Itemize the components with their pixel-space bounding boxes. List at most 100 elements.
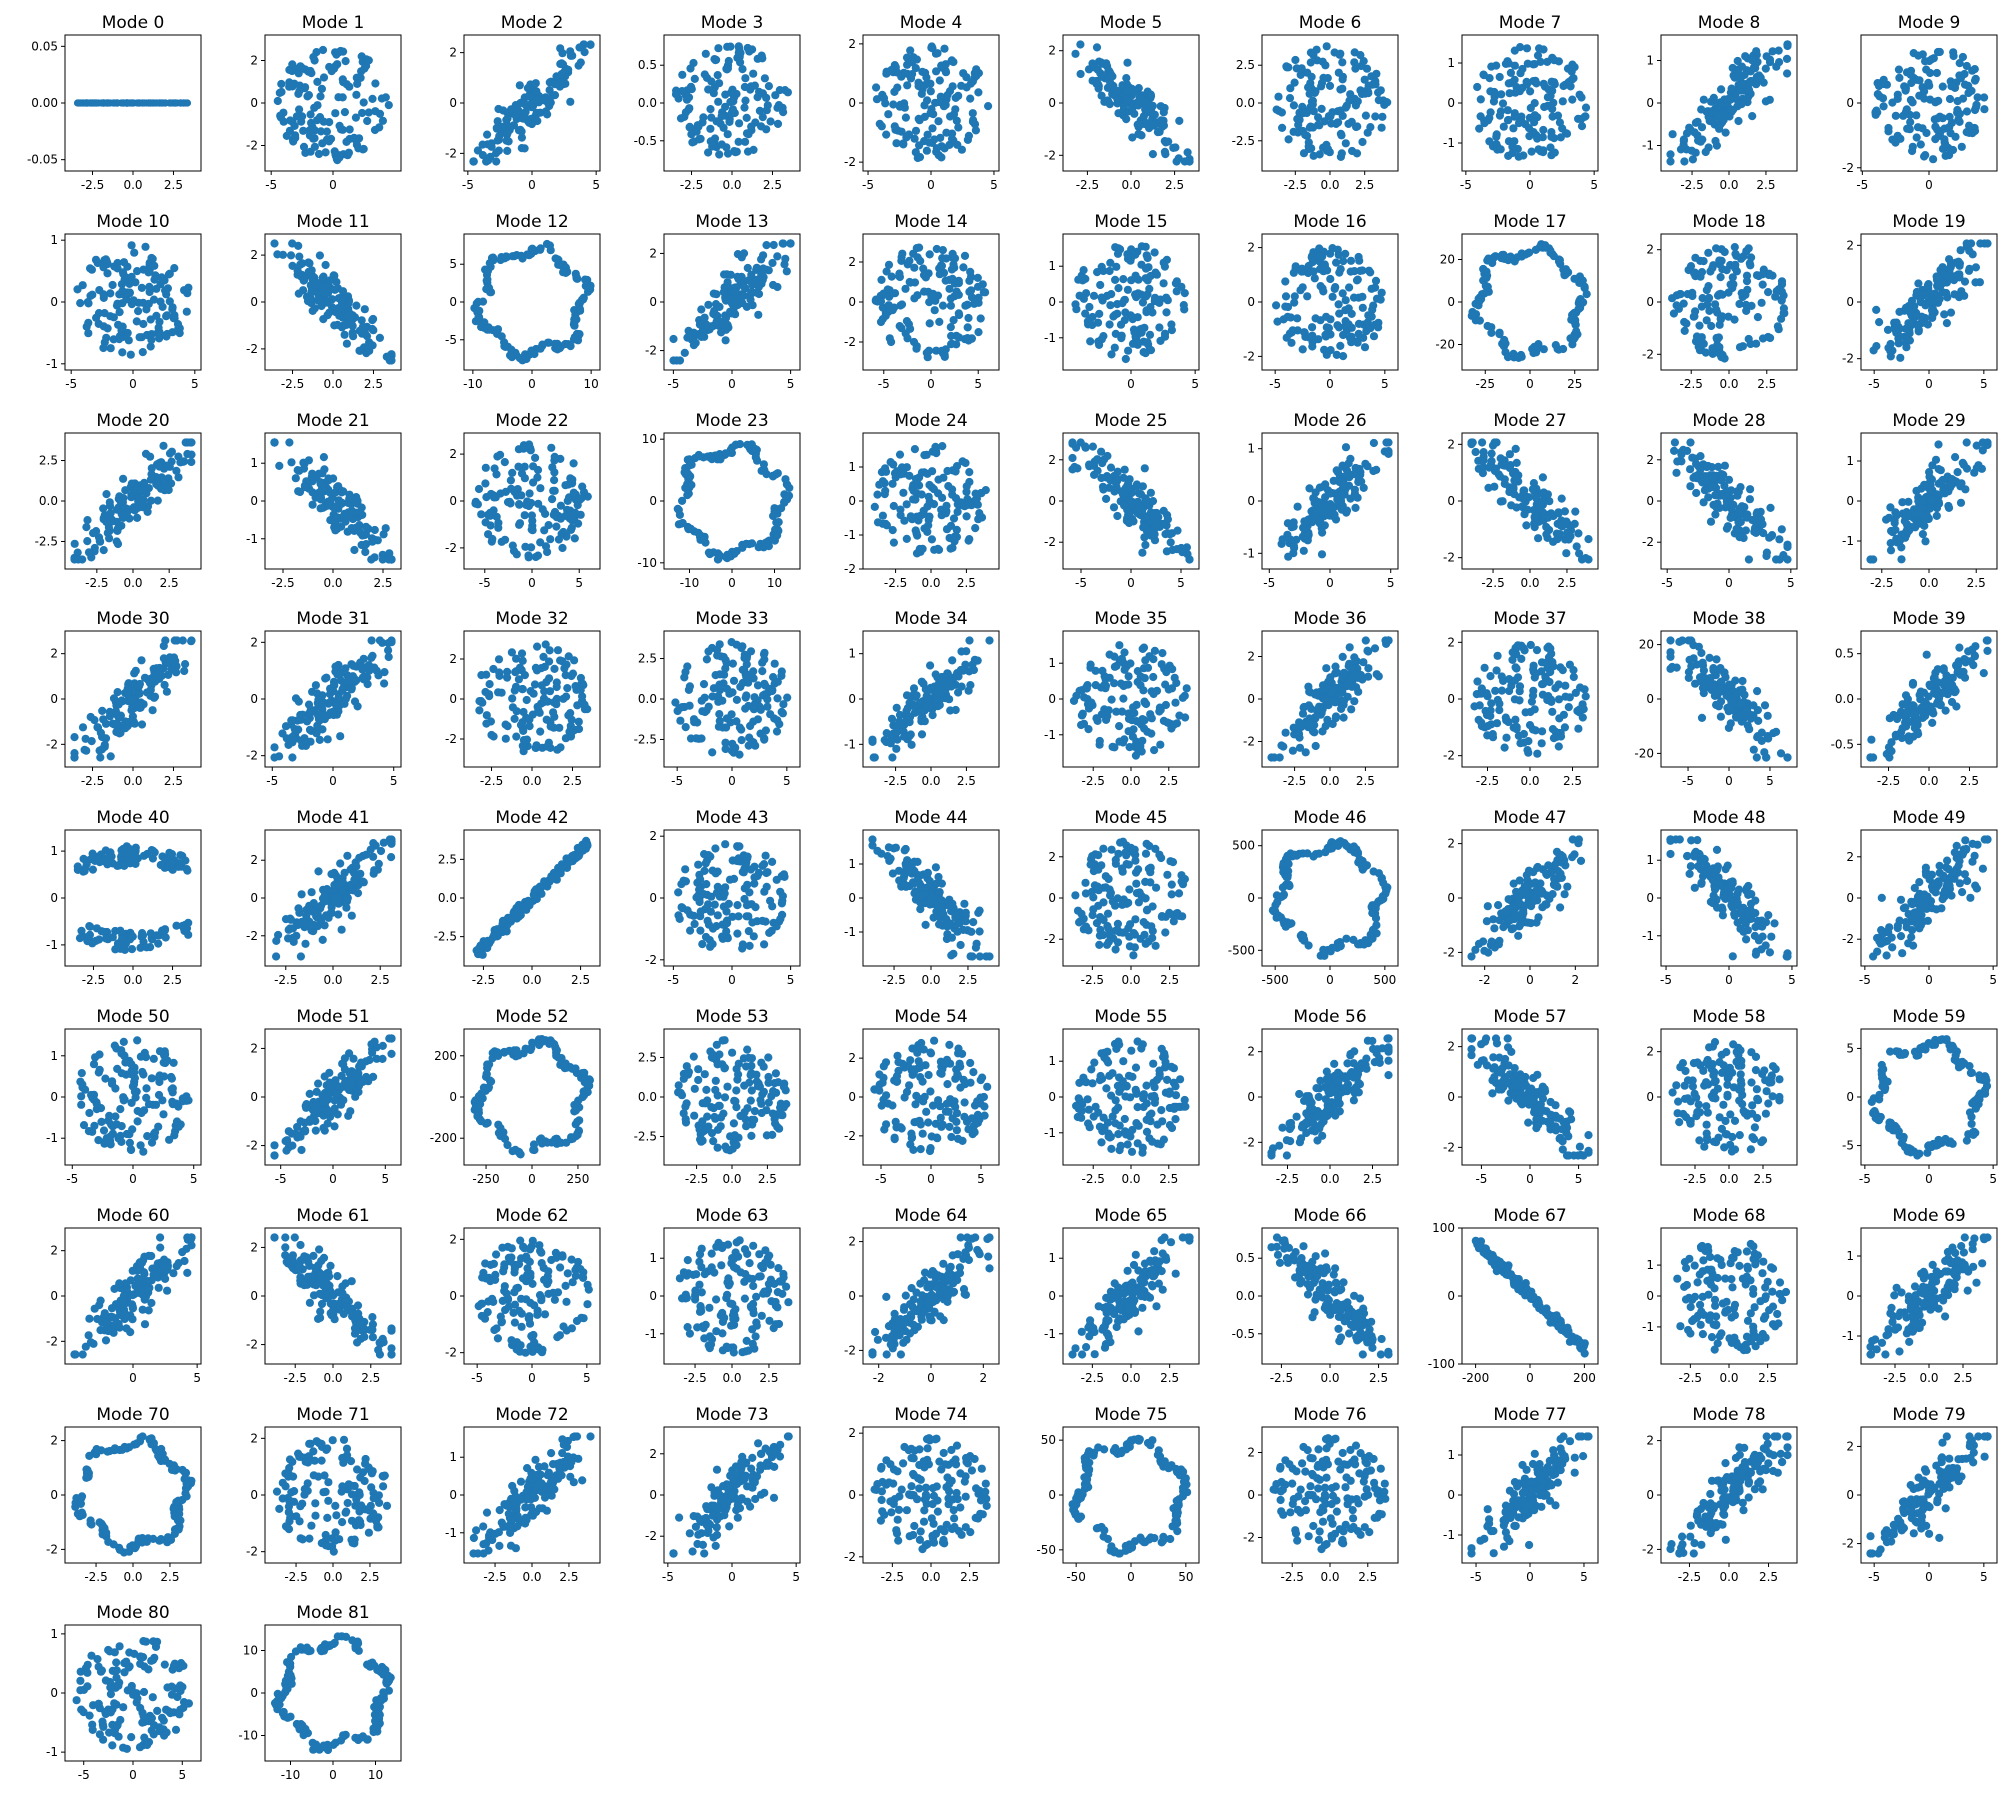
scatter-point [297,112,306,121]
scatter-point [1112,511,1121,520]
scatter-point [1558,97,1567,106]
scatter-point [1112,86,1121,95]
scatter-point [317,468,326,477]
scatter-point [357,510,366,519]
scatter-point [1871,305,1880,314]
scatter-point [549,486,558,495]
scatter-point [782,266,791,276]
scatter-point [1511,473,1520,482]
scatter-point [770,91,779,100]
x-tick-label: 2.5 [160,576,179,590]
scatter-point [1939,310,1948,319]
scatter-point [1945,480,1954,489]
scatter-point [1498,496,1507,505]
scatter-points [269,437,396,564]
y-tick-label: -0.5 [633,134,656,148]
scatter-point [1758,269,1767,279]
scatter-point [563,339,573,348]
scatter-point [1960,277,1969,286]
scatter-point [1069,462,1079,471]
scatter-point [1503,352,1512,361]
y-tick-label: 2 [250,54,258,68]
scatter-point [1685,126,1694,135]
x-tick-label: -2.5 [1481,576,1504,590]
scatter-point [715,454,724,463]
scatter-point [384,101,393,110]
y-tick-label: 0 [449,96,457,110]
scatter-point [704,548,713,557]
scatter-point [1701,147,1710,157]
mode-panel-16: Mode 16-5 0 520-2 [1243,212,1399,391]
x-tick-label: -5 [1269,377,1281,391]
scatter-point [1133,101,1142,110]
scatter-point [108,280,117,289]
scatter-point [348,321,357,330]
scatter-point [914,82,923,91]
scatter-point [142,330,152,339]
x-tick-label: -2.5 [81,178,104,192]
scatter-point [576,58,585,67]
scatter-point [1477,437,1486,447]
scatter-point [1716,100,1725,109]
scatter-point [897,300,907,309]
scatter-point [1336,494,1345,503]
scatter-point [308,53,317,62]
scatter-point [712,117,721,126]
scatter-point [1289,101,1298,110]
scatter-point [1555,118,1564,127]
scatter-point [1758,280,1767,289]
scatter-point [699,535,708,544]
mode-panel-21: Mode 21-2.5 0.0 2.510-1 [246,411,401,590]
y-tick-label: 0 [1447,96,1455,110]
scatter-point [1104,473,1113,482]
scatter-point [1281,302,1290,311]
scatter-point [1308,342,1317,351]
scatter-point [1314,113,1323,122]
scatter-point [125,513,134,523]
scatter-point [1955,59,1964,68]
scatter-point [1140,521,1149,530]
scatter-point [890,303,899,312]
scatter-point [1351,491,1360,501]
scatter-point [502,252,511,261]
scatter-point [1550,148,1559,157]
scatter-point [74,99,82,107]
scatter-point [1122,87,1131,96]
scatter-point [949,110,959,119]
scatter-point [1973,93,1982,102]
scatter-point [521,542,530,551]
scatter-points [1865,437,1992,564]
scatter-point [932,244,941,253]
panel-title: Mode 28 [1692,411,1765,431]
scatter-point [948,484,957,494]
scatter-point [155,462,164,471]
scatter-point [1670,437,1679,447]
scatter-point [752,263,761,272]
scatter-point [538,504,547,514]
scatter-point [769,503,779,512]
scatter-point [515,500,524,509]
x-tick-label: 25 [1567,377,1582,391]
scatter-point [1542,57,1551,66]
scatter-point [1777,296,1786,305]
scatter-point [1742,276,1752,285]
scatter-point [1919,87,1928,96]
y-tick-label: 0 [250,494,258,508]
scatter-point [946,521,956,530]
scatter-point [719,287,728,296]
scatter-point [701,49,710,58]
scatter-point [748,145,758,154]
scatter-point [1075,40,1084,49]
scatter-point [1539,79,1548,88]
scatter-point [676,114,685,123]
scatter-point [1542,533,1552,542]
scatter-point [742,113,751,122]
scatter-point [1116,333,1125,342]
y-tick-label: 0 [649,494,657,508]
scatter-point [888,525,897,534]
scatter-point [1142,306,1151,315]
scatter-point [1168,143,1177,152]
scatter-point [753,310,762,319]
scatter-point [1351,64,1360,73]
mode-panel-18: Mode 18-2.5 0.0 2.520-2 [1642,212,1798,391]
